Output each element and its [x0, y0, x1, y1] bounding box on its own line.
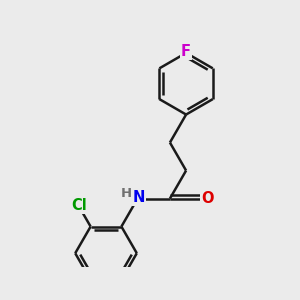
Text: H: H — [120, 187, 131, 200]
Text: F: F — [181, 44, 191, 59]
Text: Cl: Cl — [71, 197, 87, 212]
Text: O: O — [202, 191, 214, 206]
Text: N: N — [133, 190, 145, 205]
